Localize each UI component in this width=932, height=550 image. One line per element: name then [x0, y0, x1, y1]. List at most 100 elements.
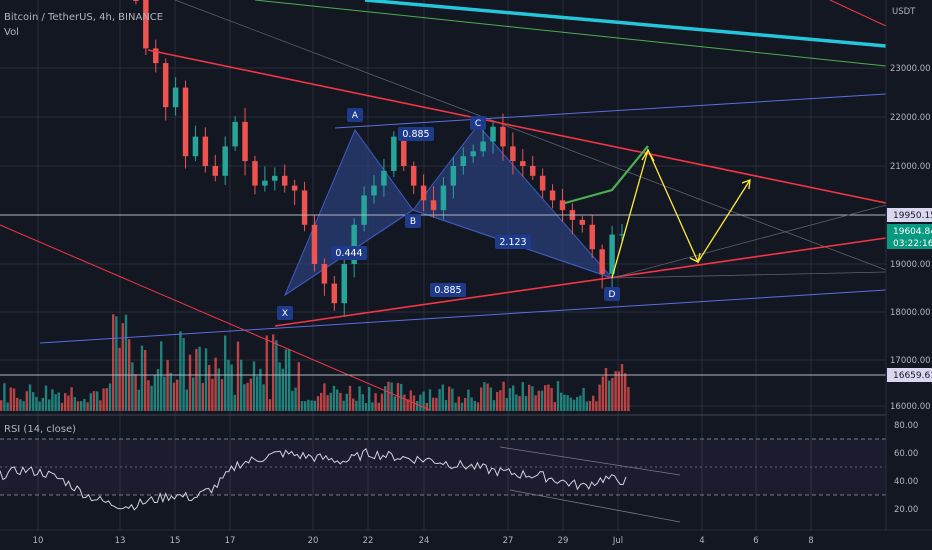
volume-bar	[278, 362, 281, 411]
volume-bar	[134, 374, 137, 411]
volume-bar	[614, 371, 617, 411]
rsi-trendline-upper[interactable]	[499, 446, 681, 476]
volume-bar	[6, 402, 9, 411]
volume-bar	[534, 395, 537, 411]
volume-bar	[89, 393, 92, 411]
price-candles	[133, 0, 625, 318]
volume-bar	[515, 394, 518, 411]
volume-bar	[268, 399, 272, 411]
rsi-label[interactable]: RSI (14, close)	[4, 424, 77, 435]
volume-bar	[259, 368, 262, 411]
time-axis-bg	[0, 530, 932, 550]
volume-bar	[524, 396, 528, 411]
candle-body	[401, 136, 407, 166]
level-lower-value: 16659.61	[893, 371, 932, 381]
volume-bar	[22, 401, 25, 411]
candle-body	[361, 195, 367, 225]
volume-bar	[115, 316, 118, 411]
volume-bar	[176, 379, 179, 411]
resistance-trendline[interactable]	[147, 49, 887, 204]
volume-bar	[249, 378, 252, 411]
volume-bar	[137, 389, 140, 411]
grey-diagonal-line[interactable]	[174, 0, 887, 271]
red-descending-line[interactable]	[0, 224, 431, 411]
volume-bar	[275, 340, 278, 411]
level-upper-tag	[887, 208, 932, 222]
volume-bar	[304, 401, 307, 411]
rsi-line	[0, 447, 627, 511]
volume-bar	[544, 385, 547, 411]
volume-bar	[489, 387, 492, 411]
volume-bar	[310, 400, 313, 411]
cyan-trendline[interactable]	[364, 0, 887, 48]
volume-bar	[342, 400, 345, 411]
green-projection-line[interactable]	[564, 145, 649, 205]
volume-bar	[428, 389, 432, 411]
volume-bar	[355, 400, 358, 411]
candle-body	[460, 156, 467, 166]
point-b-badge	[405, 214, 421, 228]
yellow-projection-path[interactable]	[611, 148, 751, 279]
volume-bar	[457, 396, 460, 411]
volume-bar	[512, 385, 515, 411]
volume-bar	[419, 394, 422, 411]
volume-bar	[102, 388, 105, 411]
volume-bar	[150, 385, 153, 411]
point-x-badge	[277, 306, 293, 320]
volume-bar	[96, 391, 99, 411]
volume-label[interactable]: Vol	[4, 27, 19, 38]
rsi-pane[interactable]	[0, 414, 886, 523]
volume-bar	[38, 401, 41, 411]
drawings[interactable]	[0, 0, 887, 411]
volume-bar	[140, 345, 144, 411]
grey-projection-line[interactable]	[611, 204, 887, 279]
time-tick: 10	[33, 536, 44, 546]
red-top-line[interactable]	[829, 0, 887, 27]
ratio-xab-badge	[398, 127, 434, 141]
candle-body	[420, 185, 427, 201]
volume-bar	[227, 359, 230, 411]
rsi-trendline-lower[interactable]	[509, 489, 681, 523]
price-tick: 21000.00	[890, 162, 931, 172]
volume-bar	[240, 359, 243, 411]
volume-bar	[211, 378, 214, 411]
symbol-title[interactable]: Bitcoin / TetherUS, 4h, BINANCE	[4, 12, 164, 23]
point-a-label: A	[352, 111, 359, 121]
volume-bar	[582, 387, 585, 411]
volume-bar	[505, 397, 508, 411]
volume-bar	[604, 367, 608, 411]
price-axis[interactable]: USDT 23000.00 22000.00 21000.00 19000.00…	[885, 0, 932, 550]
volume-bar	[483, 382, 486, 411]
time-tick: 4	[699, 536, 704, 546]
price-tick: 23000.00	[890, 64, 931, 74]
volume-bar	[464, 398, 467, 411]
candle-body	[579, 219, 586, 225]
last-price-tag	[887, 224, 932, 249]
blue-lower-channel[interactable]	[39, 289, 887, 344]
volume-bar	[579, 395, 582, 411]
volume-bar	[422, 391, 425, 411]
candle-body	[450, 166, 457, 186]
volume-bar	[617, 371, 620, 411]
ratio-abc: 0.444	[335, 248, 362, 259]
volume-bar	[214, 357, 217, 411]
blue-upper-channel[interactable]	[334, 93, 887, 129]
candle-body	[311, 224, 318, 264]
point-c-label: C	[475, 119, 481, 129]
grey-flat-line[interactable]	[611, 271, 887, 279]
volume-bar	[377, 402, 380, 411]
time-axis[interactable]: 10 13 15 17 20 22 24 27 29 Jul 4 6 8	[0, 529, 932, 550]
support-trendline[interactable]	[274, 237, 887, 327]
volume-bar	[364, 402, 368, 411]
volume-bar	[556, 381, 560, 411]
volume-bar	[486, 383, 489, 411]
volume-bar	[179, 331, 182, 411]
time-tick: Jul	[612, 536, 623, 546]
volume-bar	[531, 386, 534, 411]
volume-bar	[585, 401, 588, 411]
volume-bar	[380, 393, 384, 411]
candle-body	[470, 151, 476, 157]
volume-bar	[233, 394, 236, 411]
green-trendline[interactable]	[254, 0, 887, 67]
